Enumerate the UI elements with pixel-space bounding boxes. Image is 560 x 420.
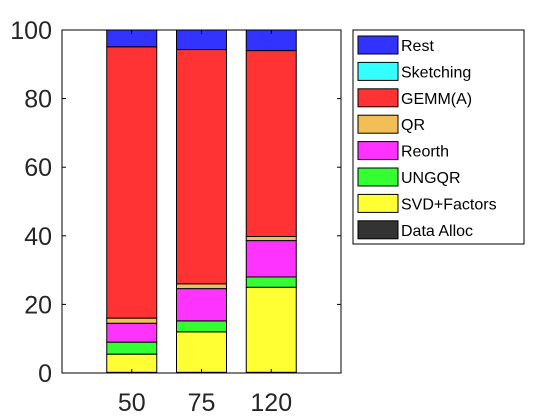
bar-segment [106,317,158,324]
legend-swatch [357,88,399,108]
bar-segment [176,320,227,333]
y-tick-label: 40 [24,223,52,251]
legend-label: SVD+Factors [401,196,497,213]
legend: Rest Sketching GEMM(A) QR Reorth UNGQR SVD+Fac… [352,29,525,245]
legend-label: Sketching [401,64,471,81]
legend-swatch [357,114,399,134]
legend-label: GEMM(A) [401,91,472,108]
bar-segment [245,235,297,242]
x-tick-label: 120 [250,389,292,417]
legend-label: QR [401,117,425,134]
y-tick-label: 60 [24,154,52,182]
bar-segment [106,46,158,319]
legend-swatch [357,220,399,240]
y-tick-label: 80 [24,86,52,114]
y-tick-label: 0 [38,360,52,388]
bar-segment [176,288,227,322]
y-axis: 0 20 40 60 80 100 [10,17,341,388]
x-tick-label: 75 [188,389,216,417]
legend-swatch [357,193,399,213]
legend-label: Reorth [401,144,449,161]
bar-segment [176,283,227,290]
legend-label: Data Alloc [401,223,473,240]
bar-segment [245,50,297,237]
bar-segment [245,286,297,373]
legend-label: UNGQR [401,170,461,187]
x-axis: 50 75 120 [118,30,292,417]
bars-group [106,29,297,374]
bar-segment [245,276,297,288]
bar-segment [245,240,297,278]
bar-segment [106,341,158,355]
y-tick-label: 100 [10,17,52,45]
legend-swatch [357,35,399,55]
bar-segment [176,49,227,285]
bar-segment [176,331,227,373]
y-tick-label: 20 [24,291,52,319]
legend-swatch [357,167,399,187]
bar-segment [106,322,158,343]
x-tick-label: 50 [118,389,146,417]
legend-swatch [357,61,399,81]
legend-label: Rest [401,38,434,55]
legend-swatch [357,141,399,161]
